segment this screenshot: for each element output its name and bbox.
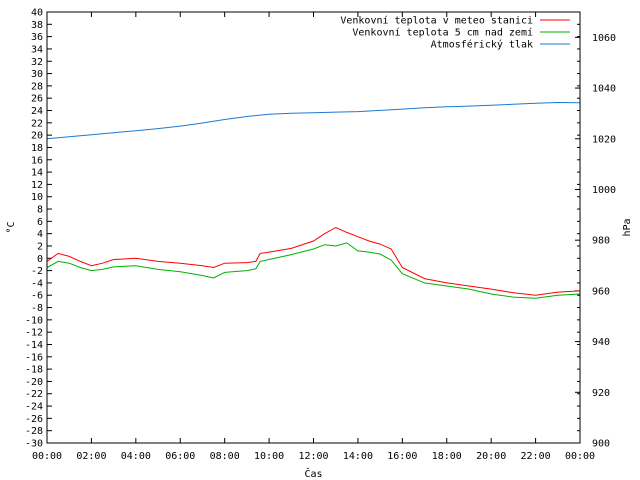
x-tick-label: 16:00 (387, 451, 417, 462)
x-tick-label: 22:00 (521, 451, 551, 462)
y2-axis-label: hPa (622, 218, 633, 236)
y-tick-label: -26 (25, 414, 43, 425)
x-tick-label: 04:00 (121, 451, 151, 462)
y-tick-label: -14 (25, 340, 43, 351)
y-tick-label: 16 (31, 155, 43, 166)
x-tick-label: 20:00 (476, 451, 506, 462)
plot-frame (46, 11, 581, 444)
y-tick-label: 36 (31, 32, 43, 43)
y-tick-label: -6 (31, 291, 43, 302)
x-axis-label: Čas (304, 467, 322, 480)
x-tick-label: 18:00 (432, 451, 462, 462)
y-tick-label: -24 (25, 402, 43, 413)
y-tick-label: -10 (25, 315, 43, 326)
y-tick-label: 20 (31, 131, 43, 142)
y2-tick-label: 980 (592, 236, 610, 247)
plot-series (46, 101, 581, 299)
x-tick-label: 02:00 (76, 451, 106, 462)
y2-tick-label: 940 (592, 337, 610, 348)
legend-label: Atmosférický tlak (431, 39, 533, 51)
y-tick-label: 2 (37, 241, 43, 252)
y-tick-label: -16 (25, 352, 43, 363)
y2-tick-label: 960 (592, 286, 610, 297)
x-tick-label: 08:00 (210, 451, 240, 462)
y-tick-label: 28 (31, 81, 43, 92)
y2-tick-label: 1000 (592, 185, 616, 196)
series-line-1 (46, 226, 581, 296)
series-line-3 (46, 101, 581, 140)
y-tick-label: 22 (31, 118, 43, 129)
y-tick-label: 30 (31, 69, 43, 80)
y-tick-label: -2 (31, 266, 43, 277)
y-tick-label: 34 (31, 44, 43, 55)
y-tick-label: -8 (31, 303, 43, 314)
y-tick-label: 24 (31, 106, 43, 117)
y2-tick-label: 920 (592, 388, 610, 399)
series-line-2 (46, 242, 581, 299)
y-tick-label: 32 (31, 57, 43, 68)
y-tick-label: 8 (37, 205, 43, 216)
y-tick-label: 18 (31, 143, 43, 154)
y-tick-label: -18 (25, 365, 43, 376)
y-tick-label: -30 (25, 439, 43, 450)
x-tick-label: 14:00 (343, 451, 373, 462)
x-tick-label: 10:00 (254, 451, 284, 462)
y-tick-label: 6 (37, 217, 43, 228)
x-tick-label: 12:00 (298, 451, 328, 462)
legend-label: Venkovní teplota v meteo stanici (340, 15, 533, 27)
y-axis-right: 900 920 940 960 980 1000 1020 1040 1060 (575, 33, 616, 450)
legend-label: Venkovní teplota 5 cm nad zemí (352, 27, 533, 39)
x-tick-label: 06:00 (165, 451, 195, 462)
legend: Venkovní teplota v meteo staniciVenkovní… (340, 15, 570, 51)
y-tick-label: 14 (31, 168, 43, 179)
y-axis-label: °C (6, 221, 17, 233)
y-tick-label: 40 (31, 8, 43, 19)
y2-tick-label: 1020 (592, 134, 616, 145)
y-tick-label: 38 (31, 20, 43, 31)
y-tick-label: 26 (31, 94, 43, 105)
y-axis-left: -30-28-26-24-22-20-18-16-14-12-10-8-6-4-… (25, 8, 580, 450)
y-tick-label: -12 (25, 328, 43, 339)
x-tick-label: 00:00 (32, 451, 62, 462)
y2-tick-label: 900 (592, 439, 610, 450)
y-tick-label: 0 (37, 254, 43, 265)
y-tick-label: 4 (37, 229, 43, 240)
y-tick-label: 10 (31, 192, 43, 203)
y2-tick-label: 1040 (592, 84, 616, 95)
x-tick-label: 00:00 (565, 451, 595, 462)
x-axis: 00:00 02:00 04:00 06:00 08:00 10:00 12:00 14:00… (32, 12, 595, 462)
y-tick-label: -28 (25, 426, 43, 437)
y-tick-label: -20 (25, 377, 43, 388)
y-tick-label: 12 (31, 180, 43, 191)
y-tick-label: -22 (25, 389, 43, 400)
y2-tick-label: 1060 (592, 33, 616, 44)
y-tick-label: -4 (31, 278, 43, 289)
